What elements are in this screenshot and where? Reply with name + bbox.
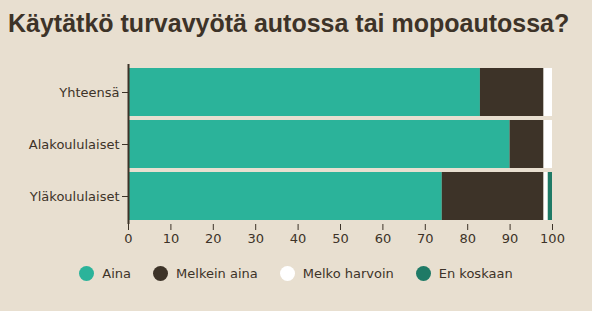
svg-text:Yläkoululaiset: Yläkoululaiset: [29, 189, 120, 204]
svg-text:Yhteensä: Yhteensä: [58, 85, 119, 100]
svg-text:80: 80: [459, 231, 476, 246]
html-text:Melkein aina: Melkein aina: [176, 266, 258, 281]
svg-text:70: 70: [417, 231, 434, 246]
html-text:En koskaan: En koskaan: [438, 266, 513, 281]
html-text:Käytätkö turvavyötä autossa ta: Käytätkö turvavyötä autossa tai mopoauto…: [8, 9, 570, 37]
svg-text:20: 20: [205, 231, 222, 246]
html-text:Melko harvoin: Melko harvoin: [302, 266, 394, 281]
svg-text:90: 90: [502, 231, 519, 246]
svg-text:50: 50: [332, 231, 349, 246]
svg-text:100: 100: [540, 231, 565, 246]
svg-text:40: 40: [290, 231, 307, 246]
svg-text:30: 30: [247, 231, 264, 246]
svg-text:Alakoululaiset: Alakoululaiset: [29, 137, 120, 152]
html-text:Aina: Aina: [102, 266, 132, 281]
svg-text:0: 0: [124, 231, 132, 246]
svg-text:60: 60: [375, 231, 392, 246]
svg-text:10: 10: [163, 231, 180, 246]
